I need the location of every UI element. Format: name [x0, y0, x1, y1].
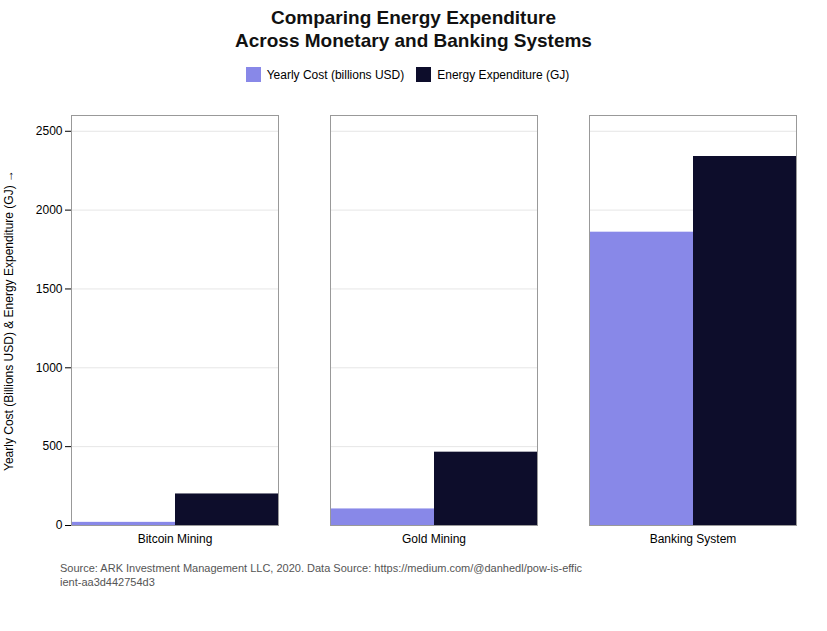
- html-text:Energy Expenditure (GJ): Energy Expenditure (GJ): [437, 67, 570, 82]
- svg-text:Gold Mining: Gold Mining: [402, 532, 466, 546]
- svg-text:Banking System: Banking System: [650, 532, 737, 546]
- svg-text:0: 0: [56, 518, 63, 532]
- svg-text:1500: 1500: [36, 282, 63, 296]
- svg-text:2500: 2500: [36, 124, 63, 138]
- svg-text:Bitcoin Mining: Bitcoin Mining: [138, 532, 213, 546]
- html-text:Across Monetary and Banking Sy: Across Monetary and Banking Systems: [235, 30, 592, 51]
- html-text:Yearly Cost (billions USD): Yearly Cost (billions USD): [266, 67, 405, 82]
- svg-text:2000: 2000: [36, 203, 63, 217]
- html-text:Source: ARK Investment Managem: Source: ARK Investment Management LLC, 2…: [60, 562, 583, 588]
- svg-text:1000: 1000: [36, 361, 63, 375]
- svg-text:500: 500: [42, 439, 62, 453]
- html-text:Comparing Energy Expenditure: Comparing Energy Expenditure: [271, 7, 556, 28]
- svg-text:Yearly Cost (Billions USD) & E: Yearly Cost (Billions USD) & Energy Expe…: [2, 170, 16, 471]
